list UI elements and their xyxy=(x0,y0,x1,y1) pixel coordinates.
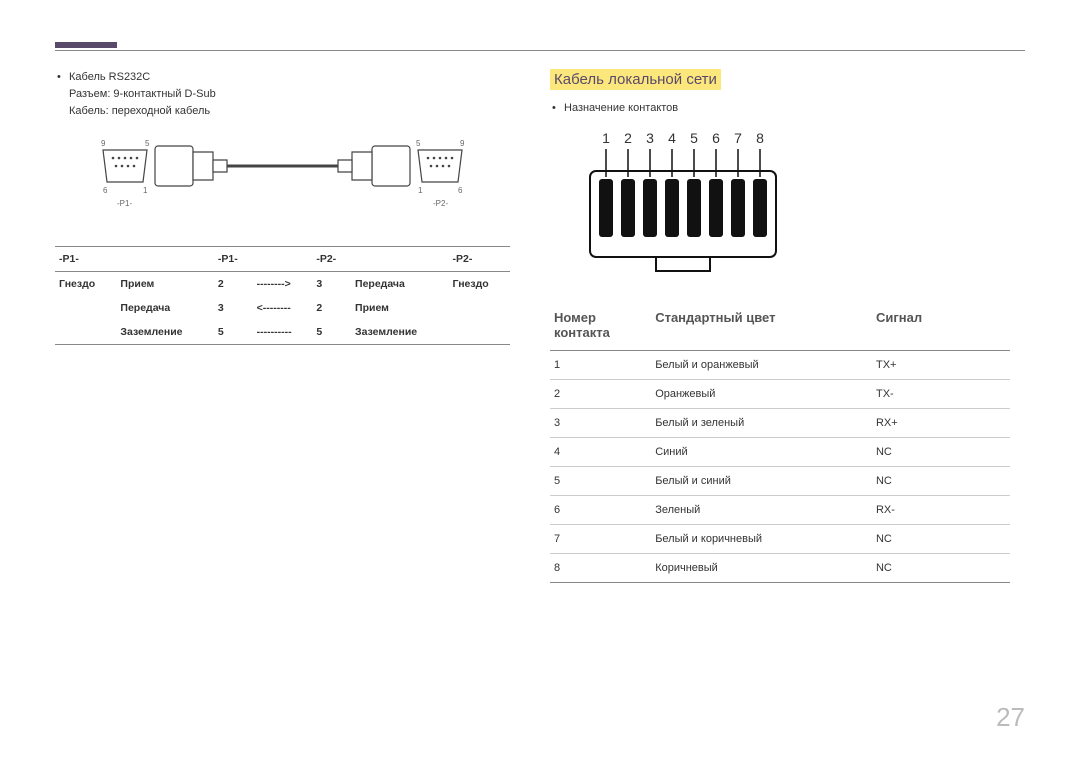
left-column: • Кабель RS232C Разъем: 9-контактный D-S… xyxy=(55,69,510,583)
th-signal: Сигнал xyxy=(872,304,1010,351)
table-cell: Белый и коричневый xyxy=(651,525,872,554)
table-header-row: Номер контакта Стандартный цвет Сигнал xyxy=(550,304,1010,351)
table-row: 8КоричневыйNC xyxy=(550,554,1010,583)
table-cell: NC xyxy=(872,467,1010,496)
rj45-diagram: 1234 5678 xyxy=(550,129,1010,284)
table-cell: Белый и зеленый xyxy=(651,409,872,438)
lan-bullet-block: • Назначение контактов xyxy=(550,100,1010,117)
rs232-pin-table: -P1- -P1- -P2- -P2- Гнездо Прием 2 -----… xyxy=(55,246,510,345)
svg-text:8: 8 xyxy=(756,130,764,146)
table-row: 3Белый и зеленыйRX+ xyxy=(550,409,1010,438)
table-row: Гнездо Прием 2 --------> 3 Передача Гнез… xyxy=(55,272,510,297)
svg-text:2: 2 xyxy=(624,130,632,146)
table-cell: TX+ xyxy=(872,351,1010,380)
table-cell: Зеленый xyxy=(651,496,872,525)
rs232-title: Кабель RS232C xyxy=(69,69,510,86)
table-row: Передача 3 <-------- 2 Прием xyxy=(55,296,510,320)
label-p1: -P1- xyxy=(117,199,132,208)
rs232-bullet-block: • Кабель RS232C Разъем: 9-контактный D-S… xyxy=(55,69,510,120)
th: -P1- xyxy=(55,247,116,272)
pin-rbl: 1 xyxy=(418,186,423,195)
top-rule xyxy=(55,50,1025,51)
rs232-line2: Разъем: 9-контактный D-Sub xyxy=(69,86,510,103)
svg-text:4: 4 xyxy=(668,130,676,146)
th-color: Стандартный цвет xyxy=(651,304,872,351)
lan-pinout-table: Номер контакта Стандартный цвет Сигнал 1… xyxy=(550,304,1010,583)
table-cell: NC xyxy=(872,438,1010,467)
table-cell: 2 xyxy=(550,380,651,409)
svg-text:1: 1 xyxy=(602,130,610,146)
right-column: Кабель локальной сети • Назначение конта… xyxy=(550,69,1010,583)
table-cell: 8 xyxy=(550,554,651,583)
table-row: 5Белый и синийNC xyxy=(550,467,1010,496)
rs232-cable-diagram: 9 5 6 1 5 9 1 6 -P1- -P2- xyxy=(55,132,510,232)
table-row: 2ОранжевыйTX- xyxy=(550,380,1010,409)
table-row: 1Белый и оранжевыйTX+ xyxy=(550,351,1010,380)
accent-bar xyxy=(55,42,117,48)
pin-bl: 6 xyxy=(103,186,108,195)
table-cell: Оранжевый xyxy=(651,380,872,409)
bullet-dot-icon: • xyxy=(552,100,556,117)
table-cell: RX+ xyxy=(872,409,1010,438)
label-p2: -P2- xyxy=(433,199,448,208)
table-cell: 7 xyxy=(550,525,651,554)
table-cell: Коричневый xyxy=(651,554,872,583)
table-cell: NC xyxy=(872,525,1010,554)
table-cell: 6 xyxy=(550,496,651,525)
table-cell: Белый и оранжевый xyxy=(651,351,872,380)
lan-section-title: Кабель локальной сети xyxy=(550,69,721,90)
table-cell: TX- xyxy=(872,380,1010,409)
table-cell: 5 xyxy=(550,467,651,496)
svg-text:6: 6 xyxy=(712,130,720,146)
table-cell: 3 xyxy=(550,409,651,438)
table-cell: Синий xyxy=(651,438,872,467)
pin-tr: 5 xyxy=(145,139,150,148)
table-row: 7Белый и коричневыйNC xyxy=(550,525,1010,554)
th: -P2- xyxy=(449,247,510,272)
th-pin: Номер контакта xyxy=(550,304,651,351)
svg-text:3: 3 xyxy=(646,130,654,146)
table-row: 4СинийNC xyxy=(550,438,1010,467)
pin-rtr: 9 xyxy=(460,139,465,148)
bullet-dot-icon: • xyxy=(57,69,61,86)
svg-text:5: 5 xyxy=(690,130,698,146)
pin-tl: 9 xyxy=(101,139,106,148)
table-row: Заземление 5 ---------- 5 Заземление xyxy=(55,320,510,345)
pin-rtl: 5 xyxy=(416,139,421,148)
th: -P1- xyxy=(214,247,253,272)
th xyxy=(253,247,313,272)
th xyxy=(351,247,448,272)
th xyxy=(116,247,213,272)
page-number: 27 xyxy=(996,702,1025,733)
table-cell: NC xyxy=(872,554,1010,583)
lan-bullet-text: Назначение контактов xyxy=(564,102,678,114)
table-header-row: -P1- -P1- -P2- -P2- xyxy=(55,247,510,272)
rs232-line3: Кабель: переходной кабель xyxy=(69,103,510,120)
th: -P2- xyxy=(312,247,351,272)
svg-text:7: 7 xyxy=(734,130,742,146)
table-cell: Белый и синий xyxy=(651,467,872,496)
pin-br: 1 xyxy=(143,186,148,195)
table-cell: 1 xyxy=(550,351,651,380)
table-row: 6ЗеленыйRX- xyxy=(550,496,1010,525)
content-columns: • Кабель RS232C Разъем: 9-контактный D-S… xyxy=(55,69,1025,583)
table-cell: 4 xyxy=(550,438,651,467)
table-cell: RX- xyxy=(872,496,1010,525)
pin-rbr: 6 xyxy=(458,186,463,195)
